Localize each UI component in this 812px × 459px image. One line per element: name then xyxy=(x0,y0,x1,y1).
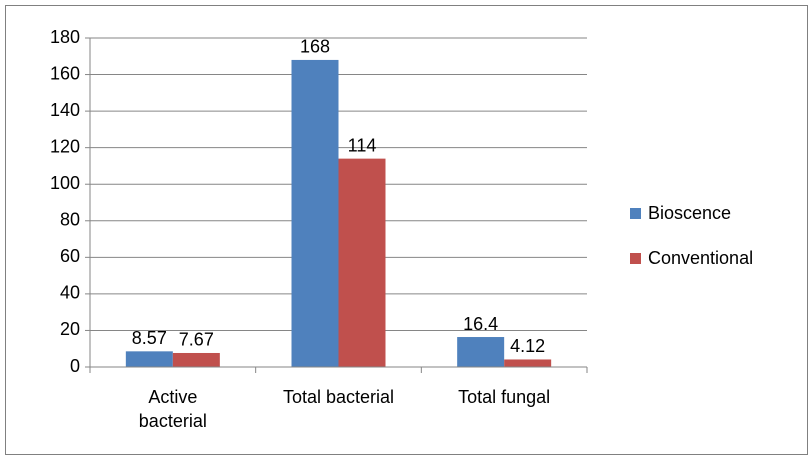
bar xyxy=(172,352,220,367)
legend-swatch xyxy=(630,253,641,264)
y-tick-label: 120 xyxy=(50,136,80,156)
x-tick-label: Total bacterial xyxy=(282,387,395,407)
bar xyxy=(291,59,339,367)
data-label: 4.12 xyxy=(510,336,545,356)
x-tick-label: Active bacterial xyxy=(138,387,207,431)
legend-swatch xyxy=(630,208,641,219)
data-label: 16.4 xyxy=(463,314,498,334)
bar xyxy=(338,158,386,367)
bar xyxy=(125,351,173,367)
y-tick-label: 100 xyxy=(50,173,80,193)
data-label: 168 xyxy=(300,37,330,57)
y-tick-label: 180 xyxy=(50,27,80,47)
data-label: 8.57 xyxy=(132,328,167,348)
y-tick-label: 140 xyxy=(50,100,80,120)
bar xyxy=(504,359,552,367)
data-label: 114 xyxy=(348,135,377,155)
y-tick-label: 60 xyxy=(60,246,80,266)
y-tick-label: 160 xyxy=(50,63,80,83)
data-label: 7.67 xyxy=(179,330,214,350)
x-tick-label: Total fungal xyxy=(458,387,551,407)
y-tick-label: 80 xyxy=(60,210,80,230)
chart-border xyxy=(5,5,808,455)
legend-label: Conventional xyxy=(648,248,753,268)
legend-label: Bioscence xyxy=(648,203,731,223)
y-tick-label: 20 xyxy=(60,319,80,339)
y-tick-label: 40 xyxy=(60,283,80,303)
bar xyxy=(457,337,505,367)
y-tick-label: 0 xyxy=(70,356,80,376)
